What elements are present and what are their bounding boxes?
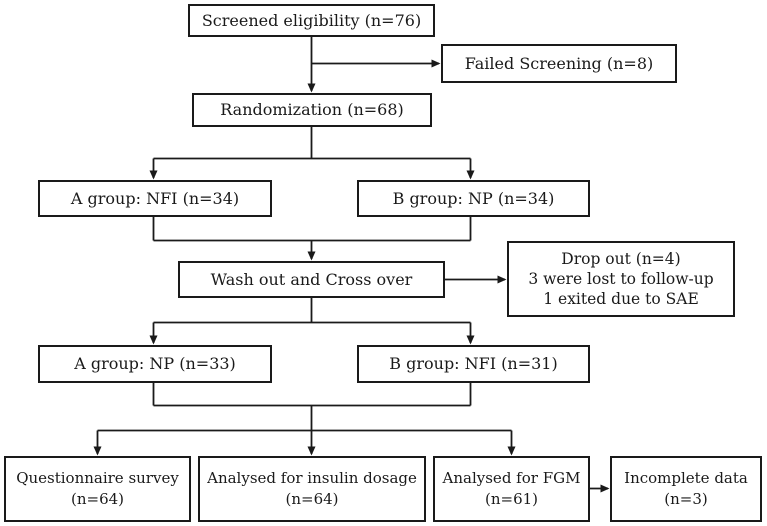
box-dropout-line1: Drop out (n=4) xyxy=(561,249,681,268)
box-dropout-line2: 3 were lost to follow-up xyxy=(528,269,714,288)
box-group-a-np: A group: NP (n=33) xyxy=(38,345,272,383)
box-washout-crossover: Wash out and Cross over xyxy=(178,261,445,298)
box-group-a-nfi: A group: NFI (n=34) xyxy=(38,180,272,217)
box-group-b-nfi-label: B group: NFI (n=31) xyxy=(389,354,558,374)
box-failed-screening: Failed Screening (n=8) xyxy=(441,44,677,83)
box-dropout-line3: 1 exited due to SAE xyxy=(543,290,699,309)
box-incomplete-data: Incomplete data (n=3) xyxy=(610,456,762,522)
box-randomization: Randomization (n=68) xyxy=(192,93,432,127)
box-group-a-nfi-label: A group: NFI (n=34) xyxy=(70,188,240,208)
box-screened-eligibility-label: Screened eligibility (n=76) xyxy=(201,10,422,30)
box-group-b-nfi: B group: NFI (n=31) xyxy=(357,345,590,383)
box-questionnaire-survey-count: (n=64) xyxy=(70,490,125,508)
box-analysed-fgm-title: Analysed for FGM xyxy=(442,469,581,487)
box-screened-eligibility: Screened eligibility (n=76) xyxy=(188,4,435,37)
box-failed-screening-label: Failed Screening (n=8) xyxy=(464,53,654,73)
box-incomplete-data-count: (n=3) xyxy=(664,490,708,508)
box-incomplete-data-title: Incomplete data xyxy=(624,469,748,487)
box-analysed-insulin-dosage-title: Analysed for insulin dosage xyxy=(207,469,417,487)
box-group-b-np-label: B group: NP (n=34) xyxy=(392,188,555,208)
box-randomization-label: Randomization (n=68) xyxy=(220,100,404,120)
box-group-b-np: B group: NP (n=34) xyxy=(357,180,590,217)
box-questionnaire-survey-title: Questionnaire survey xyxy=(16,469,179,487)
box-dropout: Drop out (n=4) 3 were lost to follow-up … xyxy=(507,241,735,317)
box-washout-crossover-label: Wash out and Cross over xyxy=(210,269,413,289)
box-analysed-insulin-dosage: Analysed for insulin dosage (n=64) xyxy=(198,456,426,522)
box-analysed-fgm-count: (n=61) xyxy=(484,490,539,508)
box-questionnaire-survey: Questionnaire survey (n=64) xyxy=(4,456,191,522)
box-analysed-fgm: Analysed for FGM (n=61) xyxy=(433,456,590,522)
box-analysed-insulin-dosage-count: (n=64) xyxy=(285,490,339,508)
box-group-a-np-label: A group: NP (n=33) xyxy=(74,354,236,374)
